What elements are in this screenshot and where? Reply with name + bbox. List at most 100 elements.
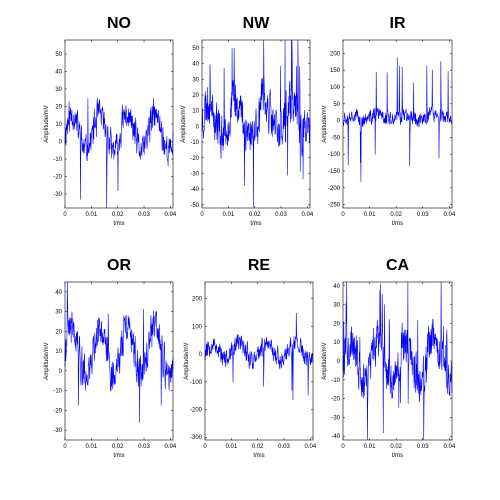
y-tick-label: -100 xyxy=(328,152,341,158)
x-tick-label: 0.01 xyxy=(364,444,376,450)
panel-nw: NW 0 0.01 0.02 0.03 0.04 -50 -40 -30 -20 -10 0 10 20 3… xyxy=(181,15,314,227)
signal-line xyxy=(64,281,174,423)
y-tick-label: 40 xyxy=(55,290,62,296)
x-tick-label: 0.03 xyxy=(278,444,290,450)
y-tick-label: -10 xyxy=(190,140,199,146)
axes-frame xyxy=(64,39,174,209)
signal-line xyxy=(342,57,453,182)
x-tick-label: 0.02 xyxy=(390,444,402,450)
y-tick-label: -10 xyxy=(331,378,340,384)
y-tick-label: -30 xyxy=(53,428,62,434)
x-tick-label: 0.01 xyxy=(364,212,376,218)
x-tick-label: 0 xyxy=(203,444,207,450)
y-tick-label: 20 xyxy=(55,329,62,335)
y-tick-label: 30 xyxy=(192,77,199,83)
y-axis-label: Amplitude/mV xyxy=(322,105,328,142)
y-tick-label: -10 xyxy=(53,157,62,163)
y-tick-label: -50 xyxy=(331,135,340,141)
axes-frame xyxy=(64,281,174,441)
x-tick-label: 0.04 xyxy=(305,444,317,450)
y-tick-label: 40 xyxy=(192,62,199,68)
y-tick-label: -40 xyxy=(190,187,199,193)
y-axis-label: Amplitude/mV xyxy=(184,342,190,379)
y-tick-label: -20 xyxy=(53,408,62,414)
y-tick-label: -20 xyxy=(190,156,199,162)
y-tick-label: 30 xyxy=(333,303,340,309)
y-tick-label: -200 xyxy=(328,186,341,192)
y-tick-label: 50 xyxy=(192,46,199,52)
y-axis-label: Amplitude/mV xyxy=(44,342,50,379)
x-tick-label: 0 xyxy=(341,212,345,218)
y-tick-label: 10 xyxy=(192,109,199,115)
y-tick-label: -40 xyxy=(331,434,340,440)
y-tick-label: -300 xyxy=(190,435,203,441)
y-tick-label: 0 xyxy=(59,140,63,146)
x-tick-label: 0 xyxy=(63,444,67,450)
panel-title: NW xyxy=(243,15,271,32)
y-tick-label: 0 xyxy=(59,369,63,375)
y-tick-label: 150 xyxy=(330,68,341,74)
panel-title: CA xyxy=(386,257,410,274)
y-tick-label: 40 xyxy=(55,70,62,76)
panel-ir: IR 0 0.01 0.02 0.03 0.04 -250 -200 -150 -100 -50 0 5… xyxy=(322,15,456,227)
y-tick-label: -30 xyxy=(53,192,62,198)
x-tick-label: 0.02 xyxy=(390,212,402,218)
x-tick-label: 0.01 xyxy=(85,444,97,450)
y-tick-label: -250 xyxy=(328,203,341,209)
y-tick-label: 100 xyxy=(330,85,341,91)
y-tick-label: 40 xyxy=(333,284,340,290)
x-tick-label: 0.02 xyxy=(112,212,124,218)
x-tick-label: 0.02 xyxy=(112,444,124,450)
y-tick-label: 20 xyxy=(333,321,340,327)
panel-title: NO xyxy=(107,15,131,32)
y-tick-label: -30 xyxy=(190,171,199,177)
y-tick-label: -150 xyxy=(328,169,341,175)
y-tick-label: 0 xyxy=(337,119,341,125)
x-tick-label: 0 xyxy=(63,212,67,218)
y-tick-label: -50 xyxy=(190,203,199,209)
signal-line xyxy=(342,281,453,441)
y-tick-label: 0 xyxy=(196,124,200,130)
y-tick-label: -100 xyxy=(190,380,203,386)
x-axis-label: t/ms xyxy=(113,453,124,459)
y-axis-label: Amplitude/mV xyxy=(181,105,187,142)
signal-line xyxy=(64,98,174,209)
y-tick-label: 10 xyxy=(55,349,62,355)
x-axis-label: t/ms xyxy=(250,221,261,227)
x-tick-label: 0.04 xyxy=(165,212,177,218)
y-tick-label: -30 xyxy=(331,415,340,421)
x-tick-label: 0.03 xyxy=(417,444,429,450)
y-tick-label: 50 xyxy=(55,52,62,58)
panel-title: IR xyxy=(390,15,406,32)
y-tick-label: 30 xyxy=(55,87,62,93)
panel-title: RE xyxy=(248,257,271,274)
x-tick-label: 0.04 xyxy=(443,212,455,218)
y-tick-label: 100 xyxy=(192,324,203,330)
x-axis-label: t/ms xyxy=(392,453,403,459)
x-axis-label: t/ms xyxy=(253,453,264,459)
x-tick-label: 0.03 xyxy=(138,212,150,218)
x-tick-label: 0.04 xyxy=(443,444,455,450)
x-tick-label: 0.01 xyxy=(222,212,234,218)
x-tick-label: 0 xyxy=(200,212,204,218)
panel-no: NO 0 0.01 0.02 0.03 0.04 -30 -20 -10 0 10 20 30 40 50 t… xyxy=(44,15,177,227)
x-axis-label: t/ms xyxy=(113,221,124,227)
x-tick-label: 0.03 xyxy=(138,444,150,450)
x-tick-label: 0.03 xyxy=(275,212,287,218)
y-tick-label: -200 xyxy=(190,408,203,414)
y-tick-label: 0 xyxy=(199,352,203,358)
panel-re: RE 0 0.01 0.02 0.03 0.04 -300 -200 -100 0 100 200 t/… xyxy=(184,257,317,459)
x-tick-label: 0.04 xyxy=(302,212,314,218)
axes-frame xyxy=(342,39,453,209)
x-tick-label: 0 xyxy=(341,444,345,450)
x-tick-label: 0.03 xyxy=(417,212,429,218)
y-tick-label: 20 xyxy=(55,105,62,111)
x-tick-label: 0.01 xyxy=(225,444,237,450)
y-axis-label: Amplitude/mV xyxy=(44,105,50,142)
x-tick-label: 0.01 xyxy=(85,212,97,218)
panel-or: OR 0 0.01 0.02 0.03 0.04 -30 -20 -10 0 10 20 30 40 t/m… xyxy=(44,257,177,459)
y-tick-label: 10 xyxy=(55,122,62,128)
axes-frame xyxy=(201,39,311,209)
x-tick-label: 0.04 xyxy=(165,444,177,450)
